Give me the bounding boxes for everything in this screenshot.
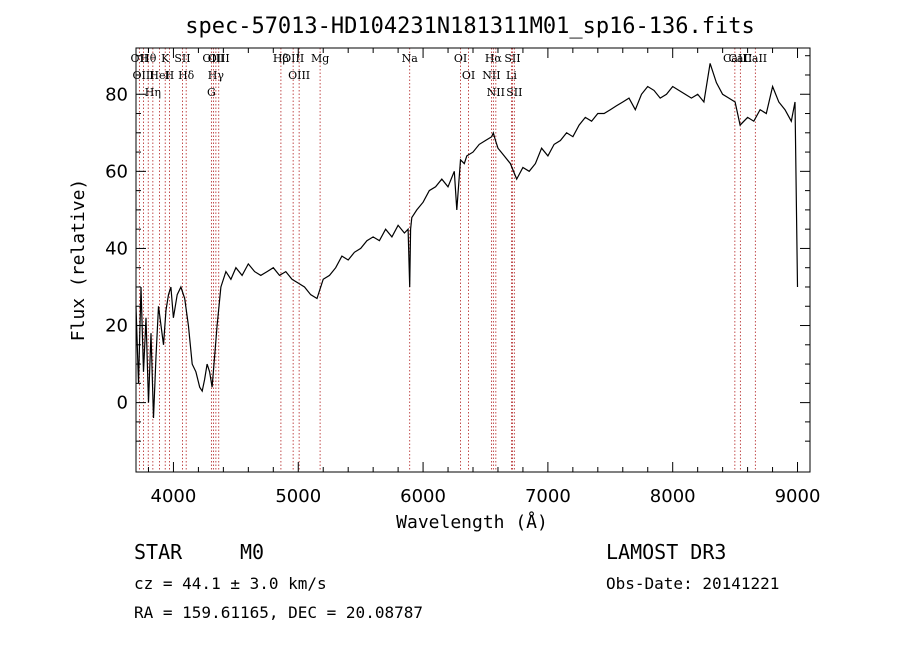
line-markers [138,48,756,472]
y-tick-label-0: 0 [117,393,128,414]
coordinates: RA = 159.61165, DEC = 20.08787 [134,603,423,622]
plot-frame [135,47,811,473]
line-label-20: Hα [485,52,503,65]
line-label-13: Hβ [273,52,289,65]
y-tick-label-3: 60 [105,161,128,182]
line-label-0: Hθ [140,52,157,65]
line-label-16: Mg [311,52,329,65]
line-label-3: HeI [149,69,169,82]
line-label-10: Hγ [208,69,225,82]
line-label-19: OI [462,69,475,82]
spectrum-line [135,63,799,419]
line-label-5: K [161,52,170,65]
line-label-23: SII [504,52,520,65]
x-tick-label-5: 9000 [775,486,821,507]
line-label-7: SII [174,52,190,65]
line-label-9: OIII [202,52,224,65]
y-axis-ticks: 0 20 40 60 80 [105,55,810,442]
y-axis-label: Flux (relative) [68,179,89,342]
object-class: STAR [134,540,183,564]
survey-name: LAMOST DR3 [606,540,727,564]
x-tick-label-4: 8000 [650,486,696,507]
line-label-25: SII [506,86,522,99]
line-label-6: H [165,69,175,82]
line-label-22: NII [487,86,505,99]
y-tick-label-4: 80 [105,84,128,105]
line-label-27: CaII [729,52,753,65]
line-label-18: OI [454,52,467,65]
line-label-21: NII [482,69,500,82]
x-tick-label-3: 7000 [525,486,571,507]
x-tick-label-0: 4000 [151,486,197,507]
line-label-15: OIII [288,69,310,82]
x-axis-ticks: 4000 5000 6000 7000 8000 9000 [147,48,821,507]
line-label-4: Hη [145,86,161,99]
y-tick-label-1: 20 [105,316,128,337]
line-label-26: CaII [723,52,747,65]
y-tick-label-2: 40 [105,238,128,259]
line-label-24: Li [506,69,517,82]
object-subclass: M0 [240,540,265,564]
line-label-2: OIII [132,69,154,82]
chart-title: spec-57013-HD104231N181311M01_sp16-136.f… [185,14,755,39]
line-label-11: G [207,86,216,99]
x-tick-label-1: 5000 [275,486,321,507]
line-label-1: OII [131,52,149,65]
obs-date: Obs-Date: 20141221 [606,574,780,593]
line-label-12: OIII [208,52,230,65]
line-label-14: OIII [282,52,304,65]
x-tick-label-2: 6000 [400,486,446,507]
line-label-17: Na [402,52,419,65]
x-axis-label: Wavelength (Å) [396,511,548,533]
redshift-value: cz = 44.1 ± 3.0 km/s [134,574,327,593]
line-label-8: Hδ [178,69,195,82]
line-label-28: CaII [743,52,767,65]
